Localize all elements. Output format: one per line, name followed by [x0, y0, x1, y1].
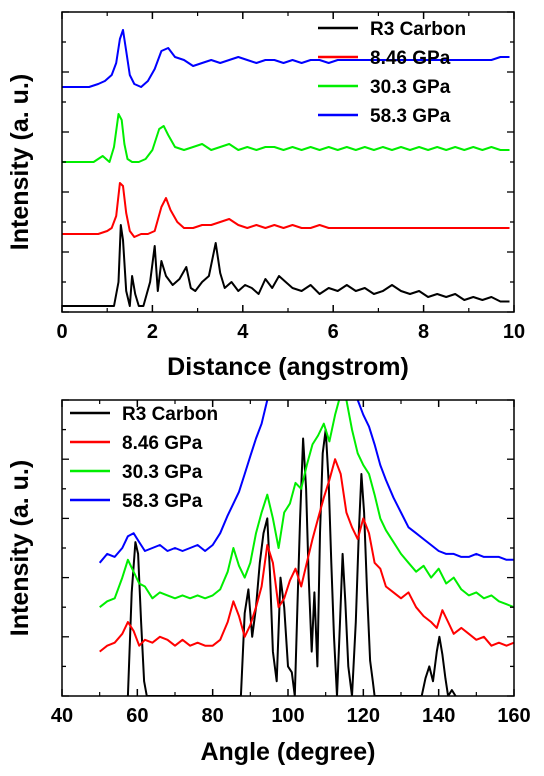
series-line-3: [99, 400, 514, 609]
x-axis-label: Angle (degree): [200, 738, 375, 766]
legend: R3 Carbon 8.46 GPa 30.3 GPa 58.3 GPa: [318, 19, 466, 127]
plot-area: [62, 29, 510, 307]
series-line-4: [62, 29, 510, 88]
series-line-2: [99, 458, 514, 653]
x-axis-label: Distance (angstrom): [167, 353, 409, 381]
legend-label-1: R3 Carbon: [122, 404, 218, 425]
x-tick-label: 40: [51, 705, 73, 727]
plot-area: [98, 400, 514, 696]
legend-label-3: 30.3 GPa: [122, 462, 203, 483]
legend-label-2: 8.46 GPa: [122, 433, 203, 454]
legend-label-4: 58.3 GPa: [122, 491, 203, 512]
series-line-2: [62, 182, 510, 238]
x-tick-label: 60: [126, 705, 148, 727]
x-tick-label: 160: [497, 705, 530, 727]
legend-label-4: 58.3 GPa: [370, 106, 451, 127]
chart-panel-1: 0 2 4 6 8 10 Distance (angstrom) Intensity (a. …: [6, 11, 525, 381]
x-tick-label: 120: [347, 705, 380, 727]
x-tick-label: 140: [422, 705, 455, 727]
legend-label-2: 8.46 GPa: [370, 48, 451, 69]
x-tick-label: 4: [237, 321, 249, 343]
x-tick-label: 80: [202, 705, 224, 727]
x-tick-label: 2: [147, 321, 158, 343]
chart-panel-2: 40 60 80 100 120 140 160 Angle (degree) Intensit…: [6, 399, 531, 766]
y-axis-label: Intensity (a. u.): [6, 74, 34, 250]
y-axis-label: Intensity (a. u.): [6, 460, 34, 636]
x-tick-label: 8: [418, 321, 429, 343]
series-line-3: [62, 113, 510, 163]
legend-label-3: 30.3 GPa: [370, 77, 451, 98]
x-tick-label: 10: [503, 321, 525, 343]
x-tick-label: 100: [271, 705, 304, 727]
series-line-1: [126, 428, 457, 696]
x-tick-label: 0: [56, 321, 67, 343]
legend: R3 Carbon 8.46 GPa 30.3 GPa 58.3 GPa: [70, 404, 218, 512]
series-line-1: [62, 224, 510, 307]
series-line-4: [98, 400, 514, 564]
legend-label-1: R3 Carbon: [370, 19, 466, 40]
x-tick-label: 6: [328, 321, 339, 343]
